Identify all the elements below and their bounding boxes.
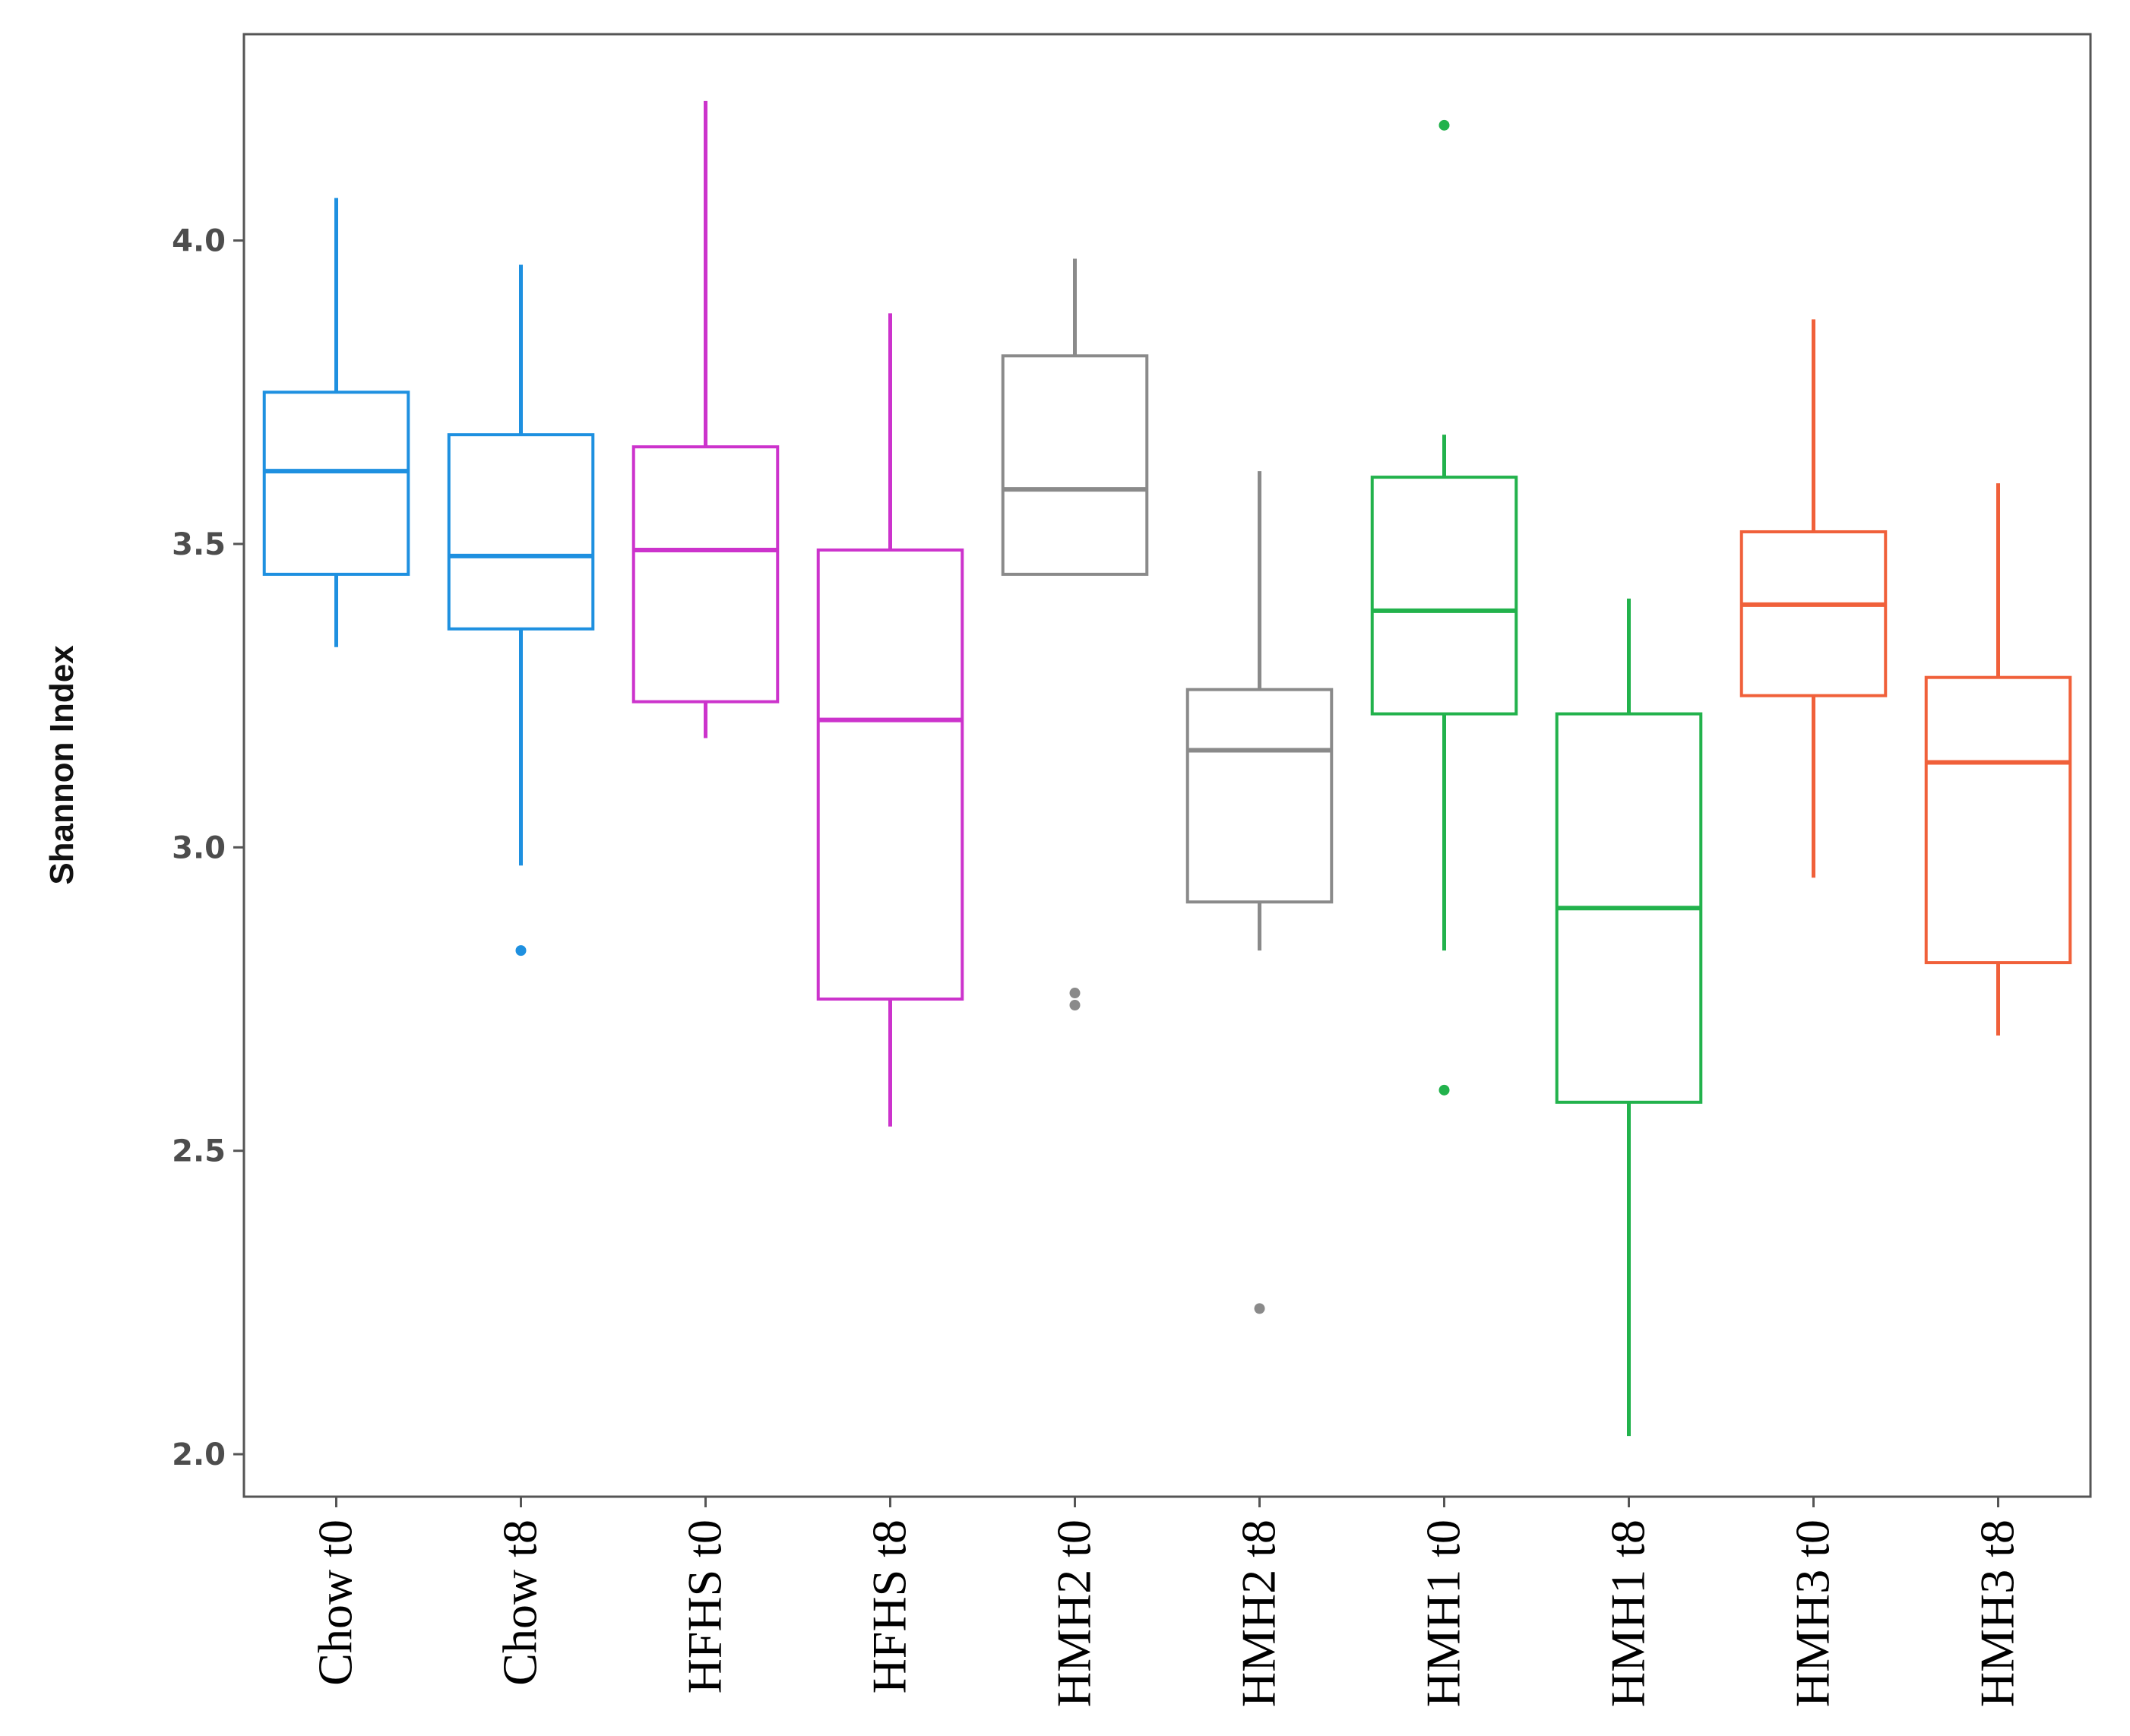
box-iqr [1001, 354, 1149, 576]
box-iqr [262, 391, 410, 576]
outlier-point [1254, 1303, 1265, 1314]
box-iqr [1185, 688, 1334, 904]
x-tick-label: HMH2 t8 [1232, 1519, 1286, 1707]
y-axis: 2.0 2.5 3.0 3.5 4.0 [172, 224, 244, 1472]
x-tick-label: HMH1 t0 [1416, 1519, 1470, 1707]
x-tick-label: HFHS t0 [678, 1519, 732, 1693]
box-hmh1-t8 [1555, 598, 1703, 1437]
y-axis-title: Shannon Index [43, 645, 81, 885]
box-iqr [1370, 476, 1518, 716]
x-axis: Chow t0 Chow t8 HFHS t0 HFHS t8 HMH2 t0 HMH2 … [309, 1497, 2024, 1707]
outlier-point [1069, 988, 1081, 999]
box-chow-t0 [262, 198, 410, 647]
x-tick-label: Chow t8 [493, 1519, 547, 1686]
outlier-point [1438, 1084, 1450, 1096]
x-tick-label: HMH2 t0 [1047, 1519, 1101, 1707]
box-hmh2-t0 [1001, 258, 1149, 1011]
box-iqr [1739, 530, 1888, 697]
box-series [262, 100, 2072, 1437]
x-tick-label: HMH3 t0 [1786, 1519, 1840, 1707]
box-hmh3-t8 [1924, 483, 2072, 1036]
y-tick-label: 4.0 [172, 224, 226, 259]
box-iqr [447, 433, 595, 631]
box-iqr [631, 445, 780, 704]
plot-panel [242, 33, 2092, 1498]
y-tick-label: 2.5 [172, 1134, 226, 1169]
box-hmh1-t0 [1370, 119, 1518, 1096]
box-hmh2-t8 [1185, 471, 1334, 1314]
x-tick-label: HMH3 t8 [1970, 1519, 2024, 1707]
box-iqr [816, 548, 964, 1001]
box-chow-t8 [447, 264, 595, 957]
y-tick-label: 3.0 [172, 830, 226, 865]
y-tick-label: 2.0 [172, 1437, 226, 1472]
x-tick-label: HFHS t8 [862, 1519, 916, 1693]
outlier-point [1438, 119, 1450, 131]
x-tick-label: HMH1 t8 [1601, 1519, 1655, 1707]
box-hmh3-t0 [1739, 319, 1888, 878]
box-iqr [1924, 675, 2072, 965]
outlier-point [515, 945, 527, 957]
outlier-point [1069, 1000, 1081, 1011]
x-tick-label: Chow t0 [309, 1519, 362, 1686]
box-hfhs-t0 [631, 100, 780, 738]
y-tick-label: 3.5 [172, 527, 226, 562]
box-hfhs-t8 [816, 313, 964, 1127]
